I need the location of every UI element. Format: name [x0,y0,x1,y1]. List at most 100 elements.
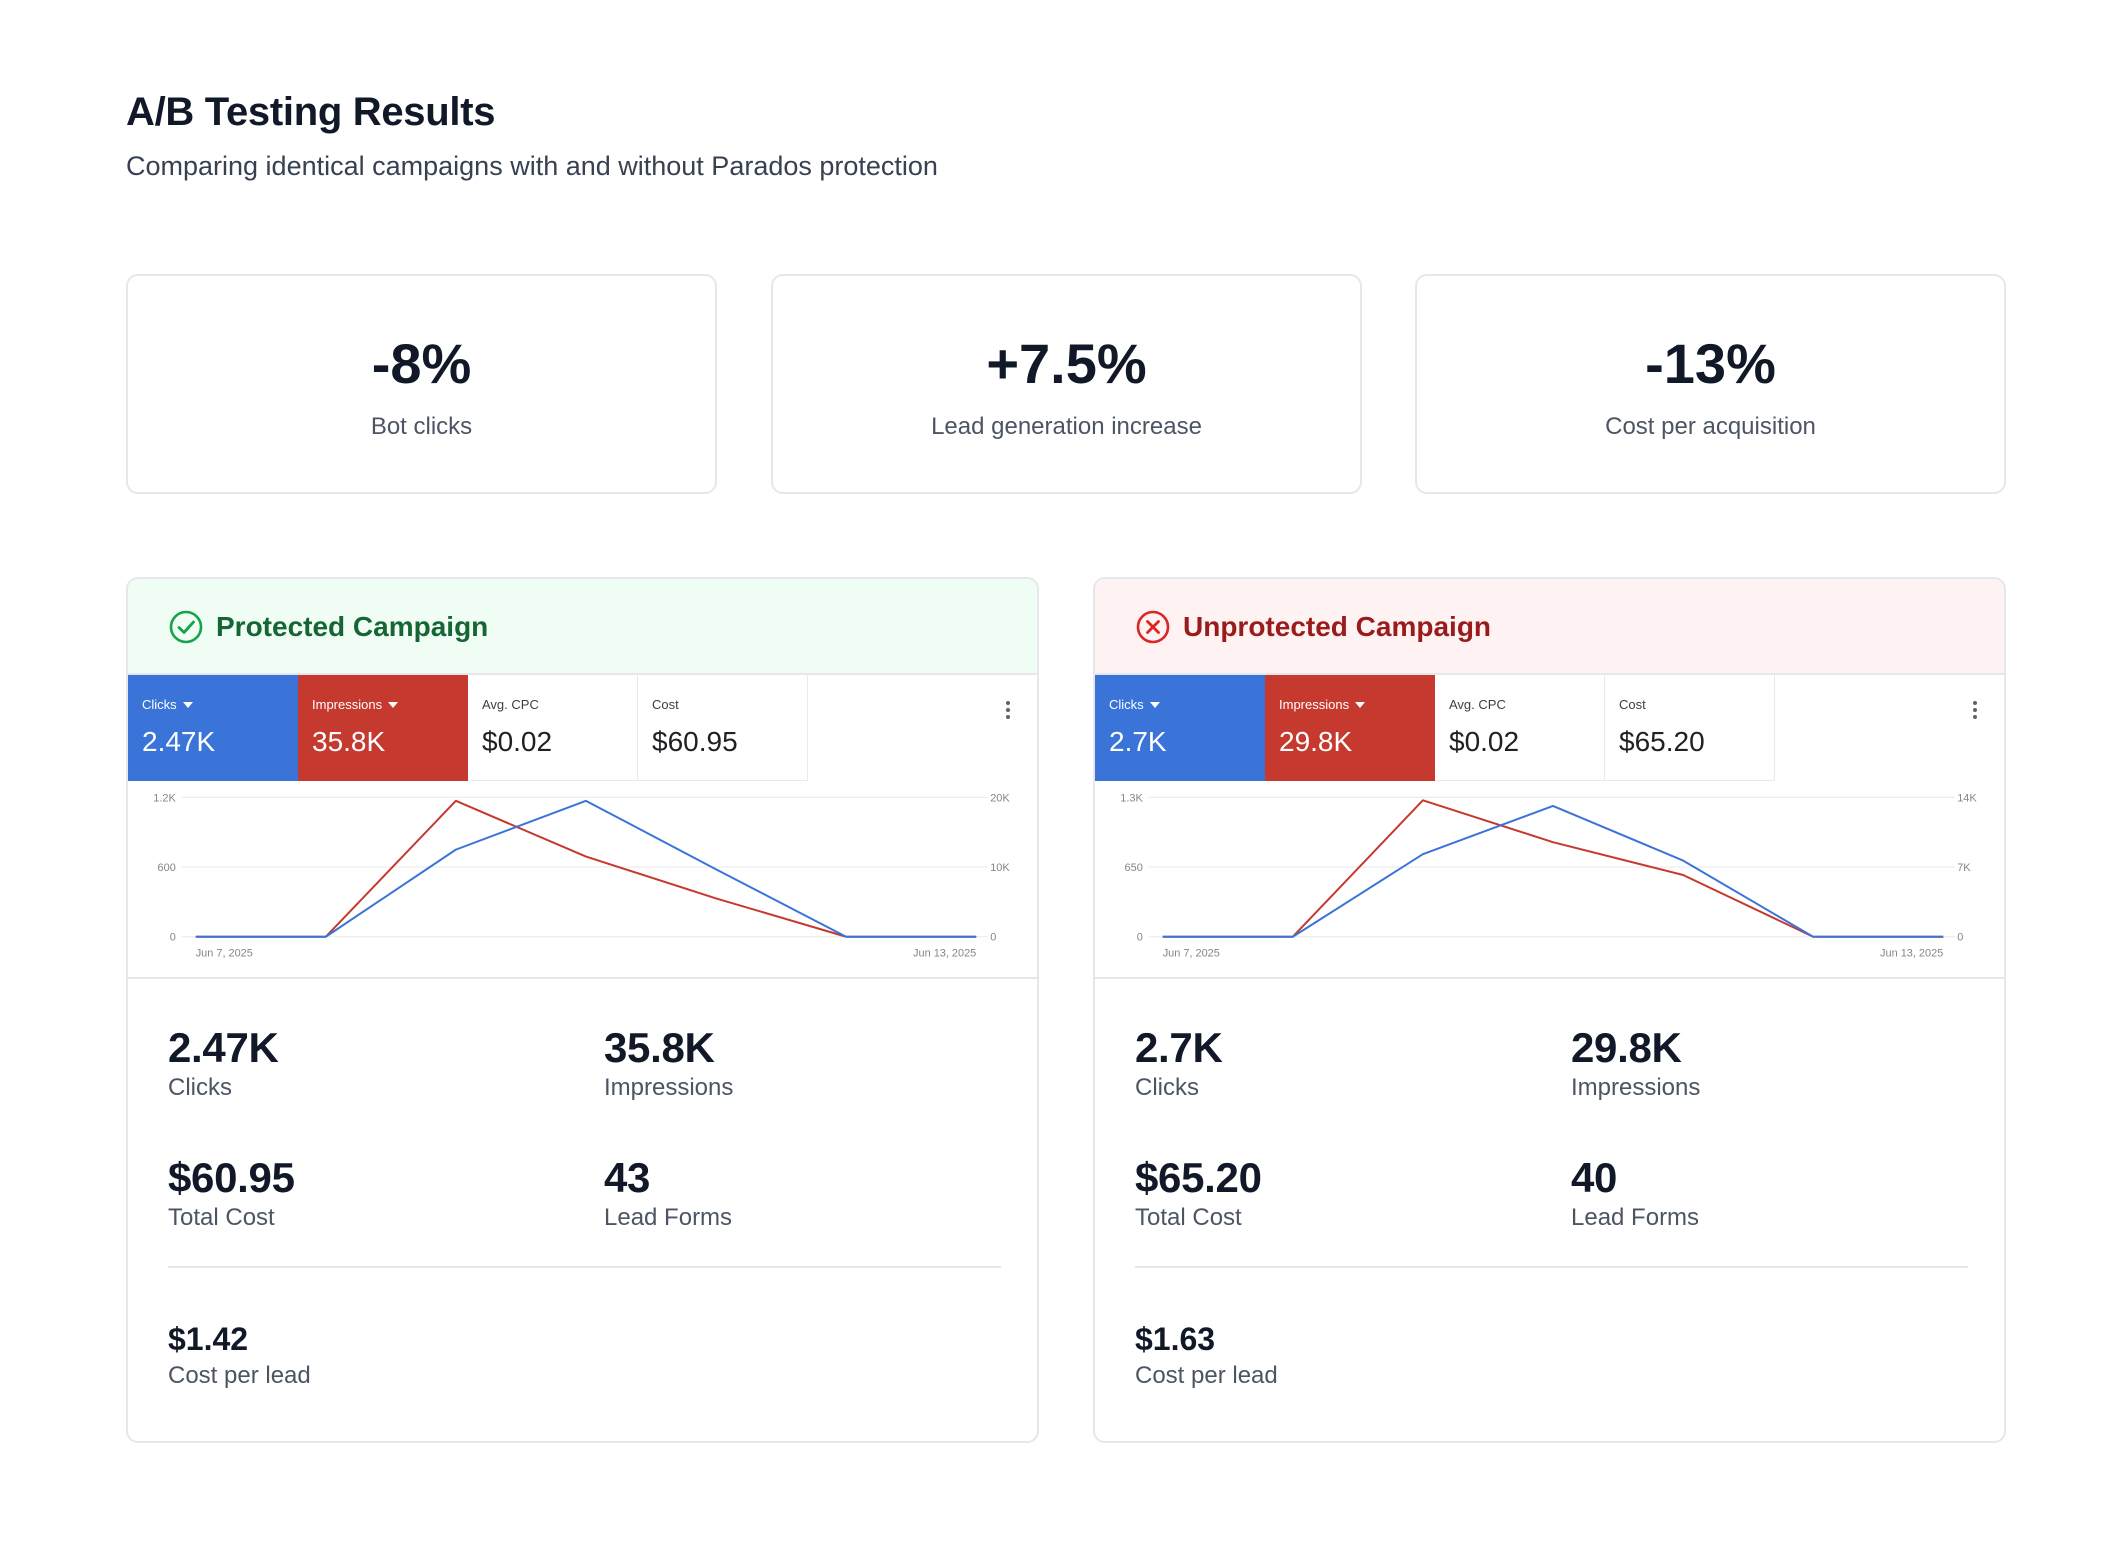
metric-total-cost: $65.20 Total Cost [1135,1153,1262,1233]
tile-label: Cost [652,697,679,712]
metric-label: Cost per lead [168,1362,311,1389]
impressions-metric-tile[interactable]: Impressions 29.8K [1265,675,1435,781]
unprotected-campaign-card: Unprotected Campaign Clicks 2.7K Impress… [1093,577,2006,1443]
campaign-header: Protected Campaign [128,579,1037,675]
metric-clicks: 2.7K Clicks [1135,1023,1223,1103]
stat-label: Cost per acquisition [1605,413,1816,440]
metric-impressions: 35.8K Impressions [604,1023,733,1103]
clicks-metric-tile[interactable]: Clicks 2.7K [1095,675,1265,781]
tile-label: Cost [1619,697,1646,712]
right-axis-tick-label: 0 [1957,932,1963,944]
more-options-icon[interactable] [1005,701,1011,721]
metric-total-cost: $60.95 Total Cost [168,1153,295,1233]
metric-value: 43 [604,1154,651,1201]
cost-metric-tile[interactable]: Cost $65.20 [1605,675,1775,781]
page-subtitle: Comparing identical campaigns with and w… [126,151,938,181]
campaign-comparison: Protected Campaign Clicks 2.47K Impressi… [126,577,2006,1443]
ads-performance-widget: Clicks 2.47K Impressions 35.8K Avg. CPC … [128,675,1037,979]
clicks-series-line [195,799,977,938]
right-axis-tick-label: 0 [990,932,996,944]
impressions-series-line [1162,799,1944,938]
metric-clicks: 2.47K Clicks [168,1023,279,1103]
metric-label: Lead Forms [604,1204,733,1231]
left-axis-tick-label: 1.3K [1120,792,1143,804]
tile-label: Clicks [1109,697,1144,712]
impressions-series-line [195,799,977,938]
cost-metric-tile[interactable]: Cost $60.95 [638,675,808,781]
x-axis-tick-label: Jun 13, 2025 [1880,948,1943,960]
stat-value: +7.5% [986,332,1147,395]
impressions-metric-tile[interactable]: Impressions 35.8K [298,675,468,781]
page: A/B Testing Results Comparing identical … [126,86,2006,1443]
caret-down-icon [1149,702,1160,708]
metric-cost-per-lead: $1.42 Cost per lead [168,1319,311,1391]
ads-performance-widget: Clicks 2.7K Impressions 29.8K Avg. CPC $… [1095,675,2004,979]
caret-down-icon [182,702,193,708]
metric-value: 40 [1571,1154,1618,1201]
summary-stats: -8% Bot clicks +7.5% Lead generation inc… [126,274,2006,494]
campaign-title: Unprotected Campaign [1183,611,1492,642]
metric-impressions: 29.8K Impressions [1571,1023,1700,1103]
stat-card-lead-generation: +7.5% Lead generation increase [771,274,1362,494]
right-axis-tick-label: 14K [1957,792,1977,804]
tile-value: 35.8K [312,726,386,757]
tile-value: $60.95 [652,726,738,757]
x-axis-tick-label: Jun 13, 2025 [913,948,976,960]
tile-value: 2.47K [142,726,216,757]
metric-value: 29.8K [1571,1024,1682,1071]
metric-value: $1.63 [1135,1321,1216,1357]
tile-value: $0.02 [1449,726,1520,757]
metric-label: Total Cost [1135,1204,1242,1231]
metric-lead-forms: 40 Lead Forms [1571,1153,1699,1233]
divider [1135,1266,1968,1268]
metric-label: Impressions [604,1074,734,1101]
caret-down-icon [1355,702,1366,708]
divider [168,1266,1001,1268]
tile-value: $0.02 [482,726,553,757]
metric-value: $65.20 [1135,1154,1262,1201]
left-axis-tick-label: 600 [158,862,176,874]
left-axis-tick-label: 1.2K [153,792,176,804]
metric-cost-per-lead: $1.63 Cost per lead [1135,1319,1278,1391]
tile-label: Impressions [1279,697,1350,712]
metric-label: Clicks [1135,1074,1199,1101]
stat-value: -8% [371,332,472,395]
page-title: A/B Testing Results [126,90,496,134]
tile-label: Avg. CPC [1449,697,1506,712]
metric-value: $1.42 [168,1321,249,1357]
check-circle-icon [169,610,203,644]
performance-line-chart: 0 650 1.3K 0 7K 14K Jun 7, 2025 Jun 13, 2025 [1120,792,1977,960]
stat-card-cost-per-acquisition: -13% Cost per acquisition [1415,274,2006,494]
tile-label: Clicks [142,697,177,712]
avg-cpc-metric-tile[interactable]: Avg. CPC $0.02 [468,675,638,781]
performance-line-chart: 0 600 1.2K 0 10K 20K Jun 7, 2025 Jun 13, 2025 [153,792,1010,960]
metric-lead-forms: 43 Lead Forms [604,1153,732,1233]
campaign-header: Unprotected Campaign [1095,579,2004,675]
metric-value: $60.95 [168,1154,295,1201]
metric-label: Lead Forms [1571,1204,1700,1231]
metric-label: Cost per lead [1135,1362,1278,1389]
stat-value: -13% [1645,332,1776,395]
protected-campaign-card: Protected Campaign Clicks 2.47K Impressi… [126,577,1039,1443]
more-options-icon[interactable] [1972,701,1978,721]
caret-down-icon [388,702,399,708]
avg-cpc-metric-tile[interactable]: Avg. CPC $0.02 [1435,675,1605,781]
tile-value: 29.8K [1279,726,1353,757]
right-axis-tick-label: 20K [990,792,1010,804]
metric-value: 2.47K [168,1024,279,1071]
left-axis-tick-label: 0 [170,932,176,944]
clicks-series-line [1162,804,1944,938]
stat-label: Lead generation increase [931,413,1202,440]
left-axis-tick-label: 0 [1137,932,1143,944]
x-circle-icon [1136,610,1170,644]
left-axis-tick-label: 650 [1125,862,1143,874]
tile-label: Avg. CPC [482,697,539,712]
metric-value: 35.8K [604,1024,715,1071]
clicks-metric-tile[interactable]: Clicks 2.47K [128,675,298,781]
x-axis-tick-label: Jun 7, 2025 [1163,948,1220,960]
tile-value: 2.7K [1109,726,1167,757]
right-axis-tick-label: 10K [990,862,1010,874]
tile-label: Impressions [312,697,383,712]
campaign-title: Protected Campaign [216,611,489,642]
right-axis-tick-label: 7K [1957,862,1971,874]
